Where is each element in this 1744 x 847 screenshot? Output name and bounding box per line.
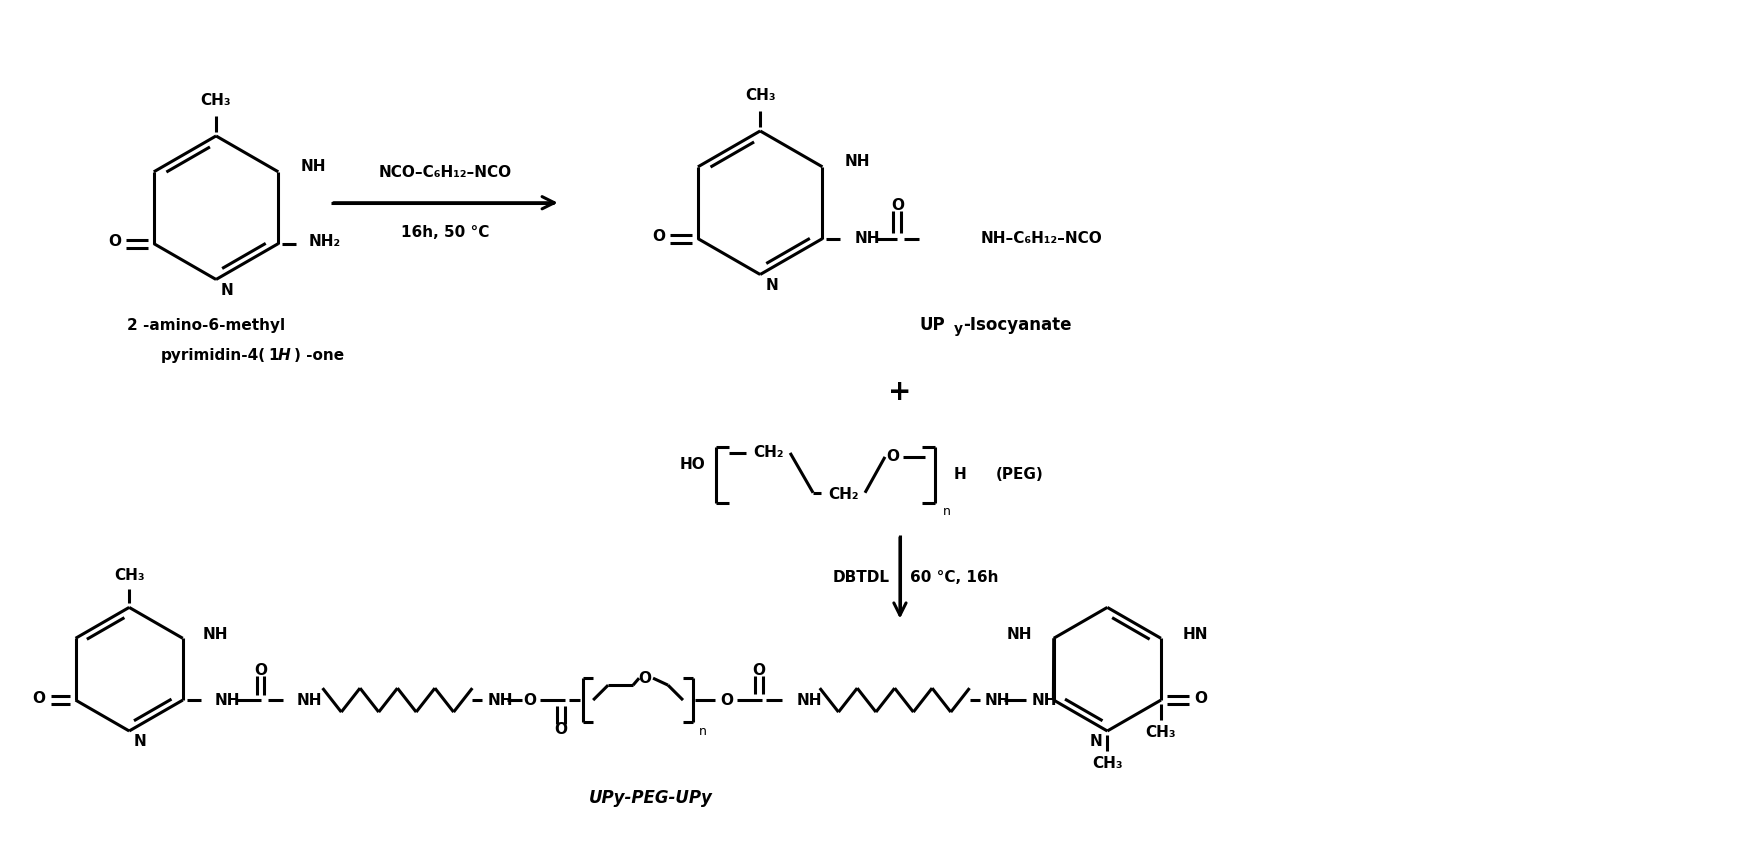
Text: NH: NH <box>296 693 323 707</box>
Text: NH: NH <box>844 154 870 169</box>
Text: H: H <box>954 468 966 482</box>
Text: N: N <box>1090 734 1102 749</box>
Text: pyrimidin-4(: pyrimidin-4( <box>160 348 267 363</box>
Text: O: O <box>652 230 664 244</box>
Text: O: O <box>752 662 766 678</box>
Text: 2 -amino-6-methyl: 2 -amino-6-methyl <box>127 318 284 333</box>
Text: CH₃: CH₃ <box>1092 756 1123 772</box>
Text: NCO–C₆H₁₂–NCO: NCO–C₆H₁₂–NCO <box>378 165 513 180</box>
Text: HO: HO <box>680 457 705 473</box>
Text: 16h, 50 °C: 16h, 50 °C <box>401 225 490 241</box>
Text: ) -one: ) -one <box>295 348 344 363</box>
Text: DBTDL: DBTDL <box>834 571 889 585</box>
Text: NH: NH <box>202 627 228 642</box>
Text: O: O <box>108 234 120 249</box>
Text: 60 °C, 16h: 60 °C, 16h <box>910 571 998 585</box>
Text: NH: NH <box>855 231 881 246</box>
Text: UP: UP <box>919 316 945 335</box>
Text: CH₂: CH₂ <box>828 487 858 502</box>
Text: 1: 1 <box>269 348 279 363</box>
Text: -Isocyanate: -Isocyanate <box>963 316 1071 335</box>
Text: O: O <box>255 662 267 678</box>
Text: NH: NH <box>985 693 1010 707</box>
Text: N: N <box>133 734 146 749</box>
Text: CH₂: CH₂ <box>753 446 783 461</box>
Text: O: O <box>523 693 537 707</box>
Text: NH₂: NH₂ <box>309 234 340 249</box>
Text: N: N <box>221 284 234 298</box>
Text: O: O <box>891 198 903 213</box>
Text: NH: NH <box>487 693 513 707</box>
Text: HN: HN <box>1182 627 1209 642</box>
Text: CH₃: CH₃ <box>745 87 776 102</box>
Text: +: + <box>888 378 912 406</box>
Text: O: O <box>1195 690 1207 706</box>
Text: O: O <box>638 671 652 686</box>
Text: n: n <box>944 505 950 518</box>
Text: CH₃: CH₃ <box>113 568 145 583</box>
Text: O: O <box>33 690 45 706</box>
Text: NH: NH <box>1031 693 1057 707</box>
Text: CH₃: CH₃ <box>1146 726 1175 740</box>
Text: NH: NH <box>797 693 823 707</box>
Text: NH: NH <box>215 693 241 707</box>
Text: UPy-PEG-UPy: UPy-PEG-UPy <box>588 789 712 807</box>
Text: NH: NH <box>1006 627 1032 642</box>
Text: O: O <box>720 693 734 707</box>
Text: y: y <box>954 323 963 336</box>
Text: n: n <box>699 726 706 739</box>
Text: CH₃: CH₃ <box>201 92 232 108</box>
Text: O: O <box>555 722 569 738</box>
Text: NH–C₆H₁₂–NCO: NH–C₆H₁₂–NCO <box>980 231 1102 246</box>
Text: NH: NH <box>300 159 326 174</box>
Text: (PEG): (PEG) <box>996 468 1043 482</box>
Text: N: N <box>766 279 778 293</box>
Text: O: O <box>886 450 900 464</box>
Text: H: H <box>277 348 291 363</box>
